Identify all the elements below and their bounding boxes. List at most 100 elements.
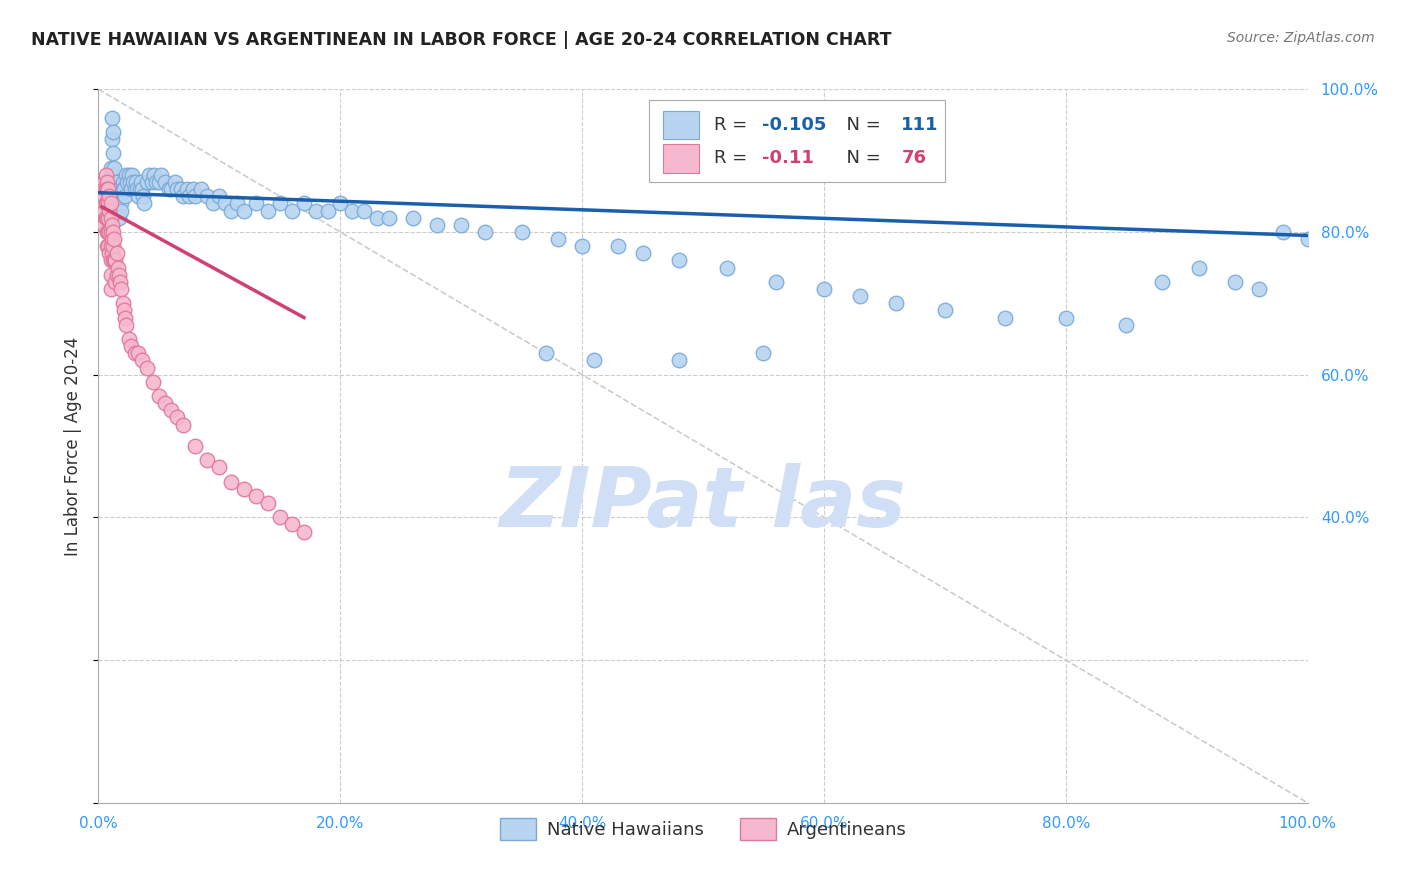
Point bbox=[124, 346, 146, 360]
Point bbox=[232, 482, 254, 496]
Point bbox=[353, 203, 375, 218]
Text: R =: R = bbox=[714, 116, 752, 134]
Point bbox=[402, 211, 425, 225]
Point bbox=[232, 203, 254, 218]
Point bbox=[226, 196, 249, 211]
Point bbox=[1152, 275, 1174, 289]
Y-axis label: In Labor Force | Age 20-24: In Labor Force | Age 20-24 bbox=[65, 336, 83, 556]
Point bbox=[105, 175, 128, 189]
Point bbox=[100, 111, 122, 125]
Point bbox=[135, 360, 157, 375]
Point bbox=[886, 296, 908, 310]
Point bbox=[329, 196, 352, 211]
Point bbox=[98, 225, 121, 239]
Point bbox=[118, 332, 141, 346]
Point bbox=[150, 168, 173, 182]
Point bbox=[96, 239, 118, 253]
Point bbox=[166, 182, 188, 196]
Point bbox=[163, 175, 186, 189]
Point bbox=[96, 225, 118, 239]
Point bbox=[125, 175, 148, 189]
Point bbox=[101, 225, 124, 239]
Point bbox=[96, 196, 118, 211]
FancyBboxPatch shape bbox=[664, 145, 699, 173]
Point bbox=[169, 182, 191, 196]
Point bbox=[281, 203, 304, 218]
Point bbox=[849, 289, 872, 303]
Point bbox=[1272, 225, 1295, 239]
Point bbox=[377, 211, 399, 225]
Point bbox=[166, 410, 188, 425]
Point bbox=[179, 189, 201, 203]
Point bbox=[104, 253, 127, 268]
Point bbox=[100, 268, 122, 282]
Point bbox=[91, 218, 114, 232]
Point bbox=[114, 310, 136, 325]
Point bbox=[104, 196, 127, 211]
Point bbox=[108, 203, 131, 218]
Point bbox=[108, 268, 131, 282]
Point bbox=[131, 182, 153, 196]
Point bbox=[994, 310, 1017, 325]
Point bbox=[97, 211, 120, 225]
Point bbox=[103, 232, 125, 246]
Point bbox=[195, 453, 218, 467]
Point bbox=[120, 182, 142, 196]
Point bbox=[118, 168, 141, 182]
Point bbox=[98, 175, 121, 189]
Point bbox=[426, 218, 449, 232]
Point bbox=[160, 403, 183, 417]
Point bbox=[221, 475, 243, 489]
Point bbox=[245, 196, 267, 211]
Point bbox=[153, 175, 176, 189]
Point bbox=[98, 246, 121, 260]
FancyBboxPatch shape bbox=[648, 100, 945, 182]
Point bbox=[112, 182, 135, 196]
Point bbox=[97, 196, 120, 211]
Point bbox=[94, 182, 117, 196]
Point bbox=[96, 211, 118, 225]
Text: ZIPat las: ZIPat las bbox=[499, 463, 907, 543]
Point bbox=[96, 182, 118, 196]
Point bbox=[111, 296, 134, 310]
Point bbox=[93, 218, 115, 232]
Point bbox=[100, 246, 122, 260]
Point bbox=[103, 182, 125, 196]
Point bbox=[256, 496, 278, 510]
Point bbox=[105, 268, 128, 282]
Point bbox=[305, 203, 328, 218]
Point bbox=[342, 203, 364, 218]
Point bbox=[148, 175, 170, 189]
Point bbox=[117, 175, 139, 189]
Point bbox=[1054, 310, 1077, 325]
Point bbox=[134, 196, 156, 211]
Point bbox=[100, 253, 122, 268]
Point bbox=[110, 196, 132, 211]
Point bbox=[127, 189, 149, 203]
Point bbox=[172, 189, 194, 203]
Point bbox=[97, 239, 120, 253]
Legend: Native Hawaiians, Argentineans: Native Hawaiians, Argentineans bbox=[492, 811, 914, 847]
Text: Source: ZipAtlas.com: Source: ZipAtlas.com bbox=[1227, 31, 1375, 45]
Point bbox=[100, 218, 122, 232]
Point bbox=[111, 182, 134, 196]
Point bbox=[110, 282, 132, 296]
Point bbox=[98, 189, 121, 203]
FancyBboxPatch shape bbox=[664, 111, 699, 139]
Point bbox=[101, 125, 124, 139]
Point bbox=[571, 239, 593, 253]
Point bbox=[115, 168, 138, 182]
Point bbox=[245, 489, 267, 503]
Point bbox=[214, 196, 236, 211]
Point bbox=[101, 146, 124, 161]
Point bbox=[128, 182, 150, 196]
Point bbox=[292, 524, 315, 539]
Point bbox=[1223, 275, 1246, 289]
Point bbox=[107, 189, 129, 203]
Text: 76: 76 bbox=[901, 150, 927, 168]
Point bbox=[184, 189, 207, 203]
Point bbox=[184, 439, 207, 453]
Point bbox=[1188, 260, 1211, 275]
Point bbox=[114, 189, 136, 203]
Point bbox=[101, 239, 124, 253]
